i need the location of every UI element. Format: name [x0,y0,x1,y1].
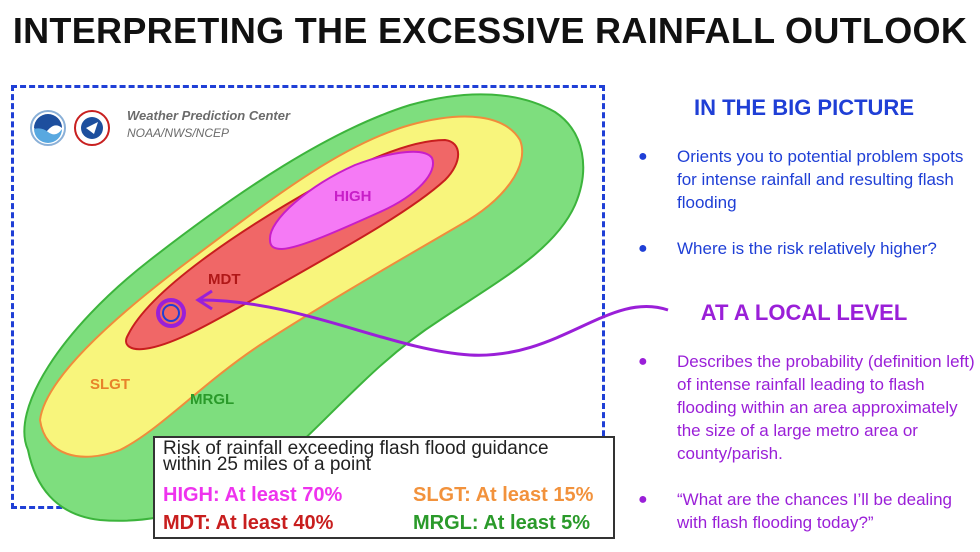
high-area [268,150,435,251]
nws-logo-icon [74,110,110,146]
big-picture-heading: IN THE BIG PICTURE [693,95,914,120]
bullet-dot-icon: ● [638,353,648,370]
pointer-arrowhead [195,289,213,311]
legend-heading-line1: Risk of rainfall exceeding flash flood g… [163,438,549,459]
agency-logos [30,108,122,153]
bullet-dot-icon: ● [638,240,648,257]
bullet-dot-icon: ● [638,491,648,508]
legend-heading-line2: within 25 miles of a point [163,454,372,475]
bullet-dot-icon: ● [638,148,648,165]
local-point-marker [156,298,186,328]
agency-sub: NOAA/NWS/NCEP [127,126,230,140]
agency-name: Weather Prediction Center [127,108,291,123]
mrgl-label: MRGL [190,391,234,408]
page-title: INTERPRETING THE EXCESSIVE RAINFALL OUTL… [12,10,968,51]
legend-slgt: SLGT: At least 15% [413,484,594,506]
legend-mrgl: MRGL: At least 5% [413,512,591,534]
risk-legend: Risk of rainfall exceeding flash flood g… [153,436,615,539]
slgt-label: SLGT [90,376,130,393]
mdt-label: MDT [208,271,241,288]
high-label: HIGH [334,188,372,205]
noaa-logo-icon [30,110,66,146]
local-level-heading: AT A LOCAL LEVEL [700,300,908,325]
pointer-arrow [199,298,669,357]
legend-mdt: MDT: At least 40% [163,512,334,534]
legend-high: HIGH: At least 70% [163,484,343,506]
local-point-inner [162,304,180,322]
agency-credit: Weather Prediction Center NOAA/NWS/NCEP [127,108,290,140]
